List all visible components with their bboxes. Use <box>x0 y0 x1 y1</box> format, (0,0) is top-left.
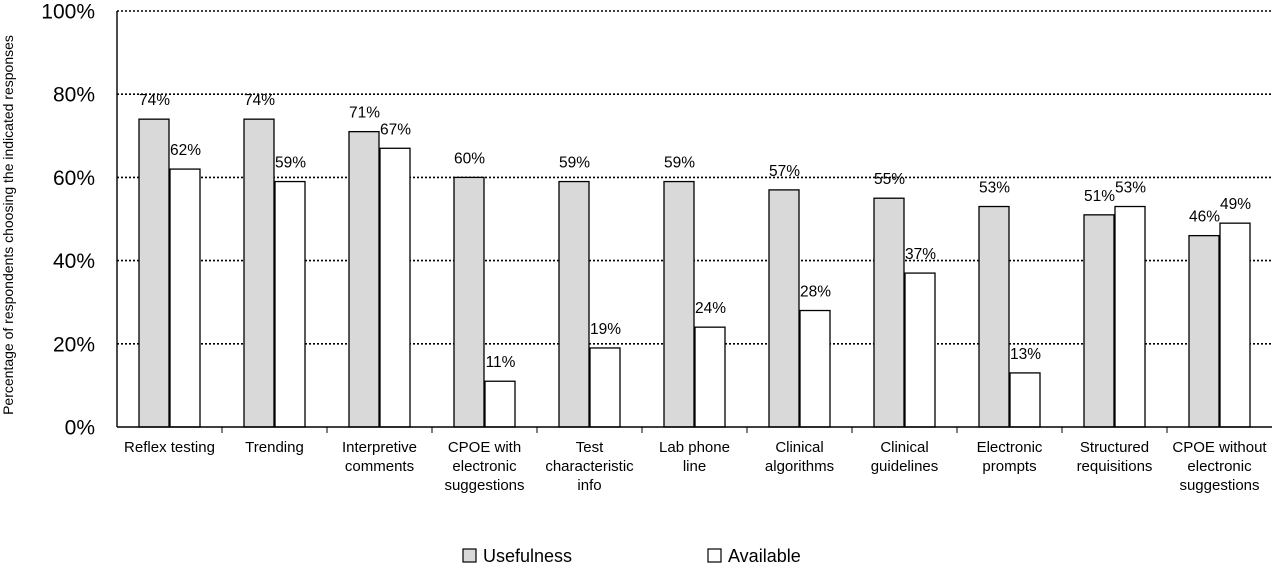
data-label-usefulness: 53% <box>979 180 1010 197</box>
y-tick-label: 20% <box>53 333 95 356</box>
x-category-label-line: CPOE without <box>1172 439 1267 456</box>
x-category-label: Test characteristic info <box>545 439 634 494</box>
x-category-label-line: info <box>577 477 601 494</box>
data-label-available: 62% <box>170 142 201 159</box>
x-category-label: Interpretive comments <box>342 439 417 475</box>
legend-label-available: Available <box>728 546 801 565</box>
data-label-usefulness: 59% <box>664 155 695 172</box>
data-label-usefulness: 46% <box>1189 209 1220 226</box>
bar-available <box>799 309 831 428</box>
bar-usefulness <box>348 130 380 428</box>
x-category-label-line: Clinical <box>880 439 928 456</box>
data-label-available: 19% <box>590 321 621 338</box>
data-label-usefulness: 71% <box>349 105 380 122</box>
bar-usefulness <box>978 205 1010 428</box>
bar-available <box>1009 372 1041 428</box>
x-category-label-line: electronic <box>452 458 517 475</box>
x-category-label-line: Clinical <box>775 439 823 456</box>
bar-available <box>589 347 621 428</box>
x-category-label-line: Test <box>576 439 604 456</box>
x-category-label-line: suggestions <box>1179 477 1259 494</box>
data-label-usefulness: 55% <box>874 171 905 188</box>
x-category-label-line: line <box>683 458 706 475</box>
x-category-label: Reflex testing <box>124 439 215 456</box>
bar-usefulness <box>873 197 905 428</box>
bar-available <box>169 168 201 428</box>
data-label-available: 24% <box>695 300 726 317</box>
x-category-label: Electronic prompts <box>977 439 1043 475</box>
bar-usefulness <box>768 189 800 428</box>
bar-usefulness <box>663 180 695 428</box>
data-label-available: 28% <box>800 284 831 301</box>
data-label-usefulness: 74% <box>244 92 275 109</box>
x-category-label-line: suggestions <box>444 477 524 494</box>
x-category-label-line: requisitions <box>1077 458 1153 475</box>
y-tick-label: 80% <box>53 84 95 107</box>
x-category-label: Clinical guidelines <box>871 439 939 475</box>
bar-available <box>484 380 516 428</box>
bar-available <box>379 147 411 428</box>
y-tick-label: 40% <box>53 250 95 273</box>
x-category-label-line: Structured <box>1080 439 1149 456</box>
data-label-usefulness: 74% <box>139 92 170 109</box>
x-category-label-line: guidelines <box>871 458 939 475</box>
x-category-label: Clinical algorithms <box>765 439 834 475</box>
x-category-label-line: CPOE with <box>448 439 521 456</box>
bar-usefulness <box>243 118 275 428</box>
data-label-usefulness: 59% <box>559 155 590 172</box>
bar-usefulness <box>453 176 485 428</box>
x-category-label: Trending <box>245 439 304 456</box>
data-label-usefulness: 60% <box>454 150 485 167</box>
x-category-label: CPOE with electronic suggestions <box>444 439 524 494</box>
legend-label-usefulness: Usefulness <box>483 546 572 565</box>
x-category-label-line: prompts <box>982 458 1036 475</box>
data-label-available: 37% <box>905 246 936 263</box>
data-label-usefulness: 57% <box>769 163 800 180</box>
x-category-label: CPOE without electronic suggestions <box>1172 439 1267 494</box>
y-axis-title: Percentage of respondents choosing the i… <box>0 35 16 415</box>
x-category-label-line: algorithms <box>765 458 834 475</box>
x-category-label-line: characteristic <box>545 458 634 475</box>
bar-usefulness <box>138 118 170 428</box>
legend-swatch-available <box>707 548 722 563</box>
x-category-label: Structured requisitions <box>1077 439 1153 475</box>
bar-available <box>274 180 306 428</box>
data-label-available: 13% <box>1010 346 1041 363</box>
x-category-label: Lab phone line <box>659 439 730 475</box>
bar-usefulness <box>1083 214 1115 428</box>
bar-available <box>1219 222 1251 428</box>
bar-available <box>694 326 726 428</box>
data-label-usefulness: 51% <box>1084 188 1115 205</box>
x-category-label-line: Electronic <box>977 439 1043 456</box>
bar-usefulness <box>558 180 590 428</box>
bar-available <box>1114 205 1146 428</box>
x-category-label-line: Lab phone <box>659 439 730 456</box>
y-tick-label: 0% <box>65 417 95 440</box>
x-category-label-line: electronic <box>1187 458 1252 475</box>
data-label-available: 11% <box>486 354 516 371</box>
data-label-available: 53% <box>1115 180 1146 197</box>
data-label-available: 67% <box>380 121 411 138</box>
y-tick-label: 100% <box>41 1 95 24</box>
x-category-label-line: comments <box>345 458 414 475</box>
data-label-available: 49% <box>1220 196 1251 213</box>
x-category-label-line: Trending <box>245 439 304 456</box>
bar-usefulness <box>1188 234 1220 428</box>
data-label-available: 59% <box>275 155 306 172</box>
x-category-label-line: Interpretive <box>342 439 417 456</box>
legend-swatch-usefulness <box>462 548 477 563</box>
y-tick-label: 60% <box>53 167 95 190</box>
x-category-label-line: Reflex testing <box>124 439 215 456</box>
bar-available <box>904 272 936 428</box>
